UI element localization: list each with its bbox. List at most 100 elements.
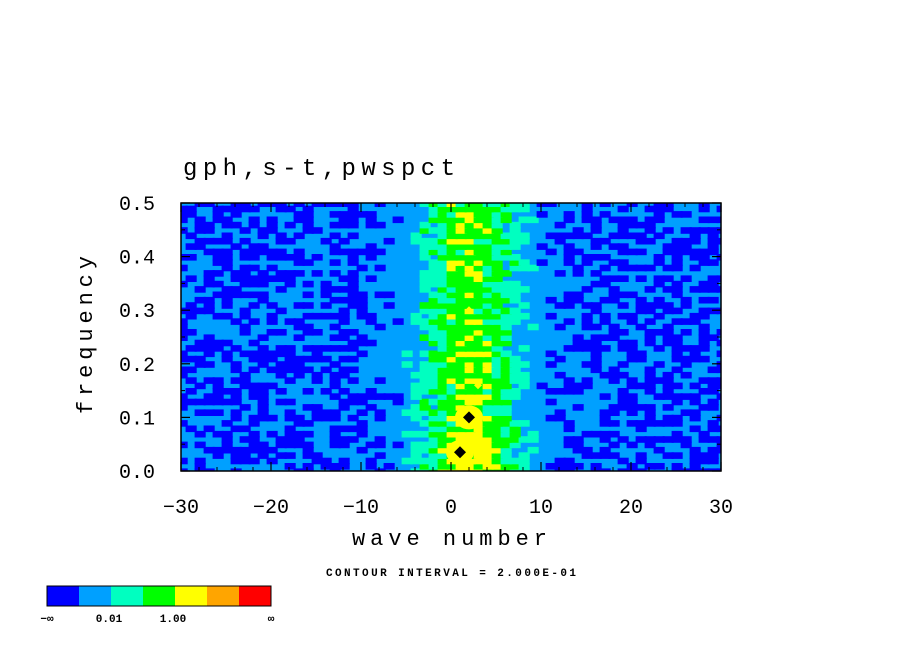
field-cell (257, 203, 269, 207)
field-cell (671, 237, 683, 245)
field-cell (473, 302, 485, 309)
field-cell (446, 264, 458, 272)
field-cell (356, 393, 368, 400)
field-cell (482, 270, 494, 277)
field-cell (482, 254, 494, 261)
field-cell (293, 323, 305, 331)
field-cell (248, 436, 260, 443)
field-cell (212, 452, 224, 459)
field-cell (617, 345, 629, 352)
field-cell (203, 446, 215, 454)
field-cell (473, 270, 485, 277)
field-cell (302, 216, 314, 224)
field-cell (203, 339, 215, 347)
field-cell (365, 216, 377, 224)
field-cell (680, 371, 692, 379)
field-cell (599, 312, 611, 320)
field-cell (554, 237, 566, 245)
field-cell (446, 388, 458, 395)
field-cell (203, 468, 215, 471)
field-cell (212, 377, 224, 384)
colorbar-swatch (111, 586, 143, 606)
field-cell (320, 409, 332, 416)
field-cell (338, 221, 350, 229)
field-cell (181, 371, 188, 379)
field-cell (671, 414, 683, 422)
field-cell (356, 211, 368, 218)
field-cell (707, 420, 719, 427)
field-cell (671, 211, 683, 218)
field-cell (455, 203, 467, 207)
field-cell (482, 227, 494, 234)
field-cell (266, 302, 278, 309)
field-cell (419, 270, 431, 277)
field-cell (338, 248, 350, 256)
field-cell (509, 286, 521, 293)
field-cell (392, 318, 404, 325)
field-cell (194, 221, 206, 229)
field-cell (293, 366, 305, 374)
field-cell (230, 345, 242, 352)
field-cell (275, 307, 287, 315)
field-cell (203, 350, 215, 358)
field-cell (608, 296, 620, 304)
field-cell (707, 237, 719, 245)
field-cell (707, 216, 719, 224)
field-cell (635, 420, 647, 427)
field-cell (509, 243, 521, 250)
field-cell (419, 318, 431, 325)
field-cell (275, 441, 287, 449)
field-cell (455, 243, 467, 250)
field-cell (437, 441, 449, 449)
field-cell (302, 430, 314, 438)
field-cell (671, 393, 683, 400)
field-cell (464, 237, 476, 245)
field-cell (689, 463, 701, 470)
field-cell (491, 227, 503, 234)
field-cell (590, 237, 602, 245)
field-cell (707, 286, 719, 293)
field-cell (446, 355, 458, 363)
field-cell (437, 446, 449, 454)
field-cell (509, 457, 521, 465)
field-cell (446, 318, 458, 325)
field-cell (464, 291, 476, 299)
field-cell (581, 382, 593, 390)
field-cell (644, 227, 656, 234)
field-cell (365, 441, 377, 449)
field-cell (482, 404, 494, 411)
field-cell (329, 203, 341, 207)
field-cell (455, 425, 467, 433)
field-cell (230, 291, 242, 299)
field-cell (230, 318, 242, 325)
field-cell (473, 227, 485, 234)
field-cell (680, 302, 692, 309)
field-cell (608, 291, 620, 299)
field-cell (329, 463, 341, 470)
field-cell (419, 468, 431, 471)
field-cell (181, 264, 188, 272)
field-cell (428, 463, 440, 470)
field-cell (293, 355, 305, 363)
field-cell (491, 430, 503, 438)
field-cell (689, 350, 701, 358)
field-cell (698, 334, 710, 341)
field-cell (338, 329, 350, 336)
field-cell (275, 203, 287, 207)
field-cell (437, 334, 449, 341)
field-cell (455, 393, 467, 400)
field-cell (500, 205, 512, 213)
field-cell (671, 355, 683, 363)
field-cell (617, 291, 629, 299)
field-cell (437, 420, 449, 427)
field-cell (446, 345, 458, 352)
field-cell (608, 452, 620, 459)
field-cell (509, 237, 521, 245)
field-cell (707, 243, 719, 250)
field-cell (383, 302, 395, 309)
field-cell (221, 216, 233, 224)
field-cell (599, 409, 611, 416)
field-cell (329, 286, 341, 293)
field-cell (419, 275, 431, 282)
field-cell (626, 248, 638, 256)
